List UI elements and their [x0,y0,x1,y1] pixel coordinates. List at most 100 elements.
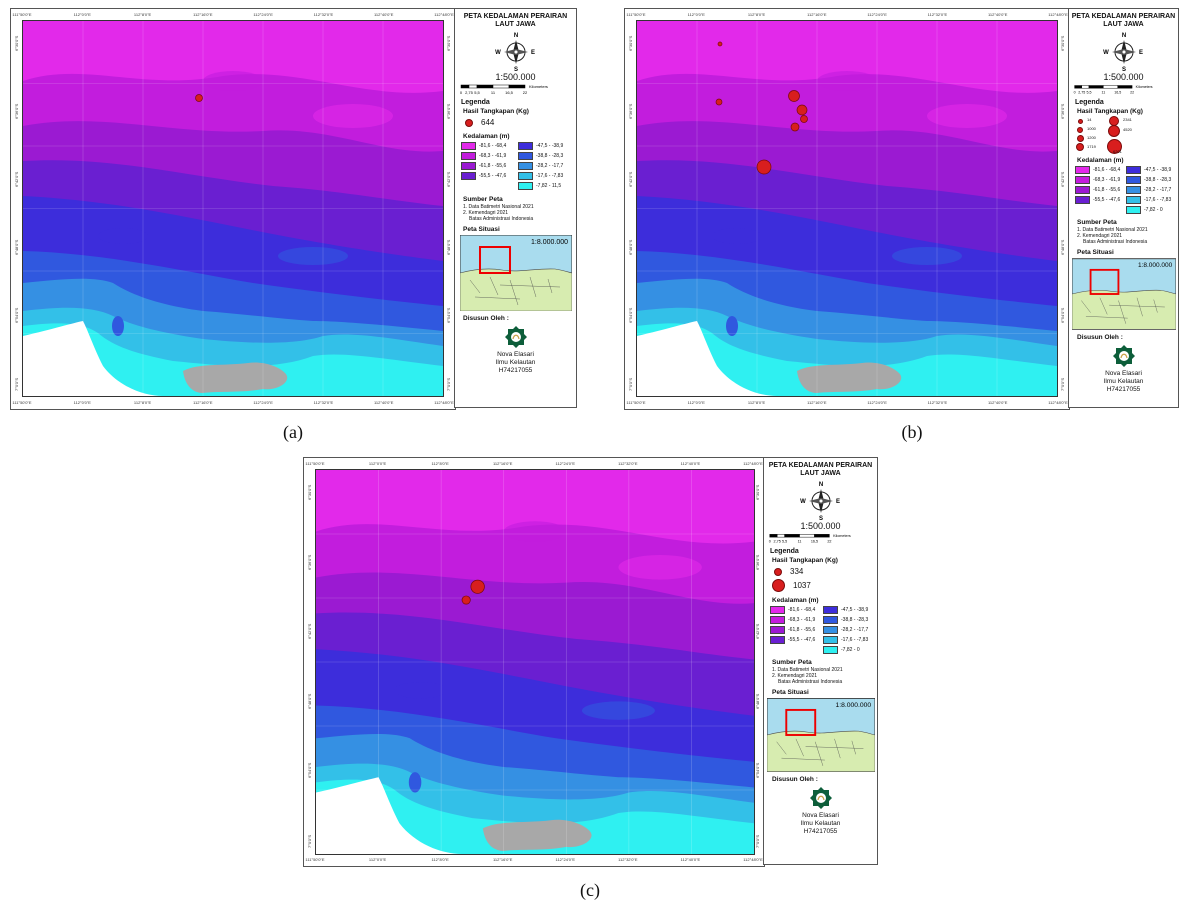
inset-scale: 1:8.000.000 [835,702,871,709]
depth-legend-item: -28,2 - -17,7 [1126,186,1174,194]
compass-n-label: N [1121,33,1125,39]
depth-class-label: -17,6 - -7,83 [841,637,869,643]
latitude-tick-label: 6°30'0"S [446,35,451,51]
catch-point [756,159,772,175]
catch-heading: Hasil Tangkapan (Kg) [1077,108,1143,115]
depth-legend-item: -47,5 - -38,9 [823,606,873,614]
source-item: Batas Administrasi Indonesia [469,216,534,222]
depth-legend-item: -47,5 - -38,9 [1126,166,1174,174]
compass-rose-icon: N S E W [800,482,840,520]
depth-hole [112,316,124,336]
inset-boundaries [1080,297,1165,324]
depth-hole [726,316,738,336]
caption-a: (a) [283,422,303,442]
scale-segment [492,84,509,89]
depth-legend-item: -17,6 - -7,83 [1126,196,1174,204]
depth-patch [278,247,348,265]
scale-label: 22 [522,90,527,95]
compiled-heading: Disusun Oleh : [463,315,509,322]
catch-symbol [1108,125,1120,137]
longitude-tick-label: 112°16'0"E [492,461,513,466]
latitude-tick-label: 6°42'0"S [628,171,633,187]
inset-scale: 1:8.000.000 [531,239,568,246]
latitude-tick-label: 6°36'0"S [14,103,19,119]
compass-w-label: W [800,499,806,505]
situation-heading: Peta Situasi [772,689,809,696]
depth-class-label: -68,3 - -61,9 [788,617,816,623]
longitude-tick-label: 112°0'0"E [368,857,387,862]
depth-class-label: -55,5 - -47,6 [479,173,507,179]
logo-mark [816,795,825,801]
longitude-tick-label: 112°16'0"E [193,400,213,405]
catch-symbol [1076,143,1084,151]
latitude-tick-label: 6°54'0"S [446,307,451,323]
inset-scale: 1:8.000.000 [1137,262,1172,269]
scale-unit: Kilometers [833,534,851,538]
depth-heading: Kedalaman (m) [1077,157,1124,164]
scale-segment [1088,85,1104,89]
longitude-tick-label: 111°50'0"E [626,12,646,17]
latitude-tick-label: 6°42'0"S [14,171,19,187]
latitude-tick-label: 6°36'0"S [755,554,760,570]
caption-c: (c) [580,880,600,900]
compass-e-label: E [1138,50,1142,56]
island [183,362,288,393]
map-title: PETA KEDALAMAN PERAIRAN LAUT JAWA [768,462,873,477]
depth-legend-item: -38,8 - -28,3 [1126,176,1174,184]
depth-hole [408,772,422,793]
author-block: Nova Elasari Ilmu Kelautan H74217055 [1069,370,1178,394]
depth-legend-item: -55,5 - -47,6 [461,172,515,180]
longitude-tick-label: 112°0'0"E [368,461,387,466]
depth-class-label: -81,6 - -68,4 [1093,167,1121,173]
catch-point [461,595,471,605]
scale-label: 11 [490,90,495,95]
author-dept: Ilmu Kelautan [800,820,841,827]
depth-class-label: -55,5 - -47,6 [788,637,816,643]
longitude-tick-label: 111°50'0"E [12,12,32,17]
inset-land [459,268,572,311]
compass-center [1121,49,1126,55]
depth-class-label: -28,2 - -17,7 [841,627,869,633]
longitude-tick-label: 112°8'0"E [431,461,449,466]
depth-swatch [1075,196,1090,204]
depth-class-label: -47,5 - -38,9 [536,143,564,149]
depth-swatch [823,646,838,654]
depth-patch [581,701,655,720]
longitude-tick-label: 112°48'0"E [1048,12,1068,17]
depth-swatch [770,636,785,644]
compass-n-label: N [818,482,822,488]
depth-class-label: -38,8 - -28,3 [1144,177,1172,183]
catch-legend-value: 1719 [1087,144,1096,149]
depth-patch [927,104,1007,128]
depth-swatch [1126,166,1141,174]
depth-swatch [461,172,476,180]
situation-heading: Peta Situasi [1077,249,1114,256]
longitude-tick-label: 112°24'0"E [555,857,576,862]
depth-class-label: -7,82 - 0 [841,647,860,653]
scale-segment [1073,85,1082,89]
depth-legend-item: -7,82 - 0 [1126,206,1174,214]
source-item: Batas Administrasi Indonesia [778,679,843,685]
depth-legend-item: -61,8 - -55,6 [1075,186,1123,194]
latitude-tick-label: 6°30'0"S [1060,35,1065,51]
latitude-tick-label: 6°42'0"S [307,623,312,640]
latitude-tick-label: 6°42'0"S [755,623,760,640]
map-panel-b: 111°50'0"E 111°50'0"E 112°0'0"E 112°0'0"E 11… [624,8,1179,410]
longitude-tick-label: 112°8'0"E [431,857,449,862]
compass-w-label: W [495,50,501,56]
longitude-tick-label: 111°50'0"E [305,857,325,862]
map-scale: 1:500.000 [1103,72,1144,82]
catch-point [195,94,203,102]
scale-unit: Kilometers [1135,85,1152,89]
longitude-tick-label: 112°16'0"E [492,857,513,862]
latitude-tick-label: 6°42'0"S [446,171,451,187]
longitude-tick-label: 112°24'0"E [867,400,887,405]
catch-legend-item: 644 [465,118,576,127]
latitude-tick-label: 7°0'0"S [1060,377,1065,391]
longitude-tick-label: 112°32'0"E [927,12,948,17]
depth-legend-item: -7,82 - 0 [823,646,873,654]
bathymetry-map [636,20,1058,397]
scale-label: 11 [797,540,801,544]
